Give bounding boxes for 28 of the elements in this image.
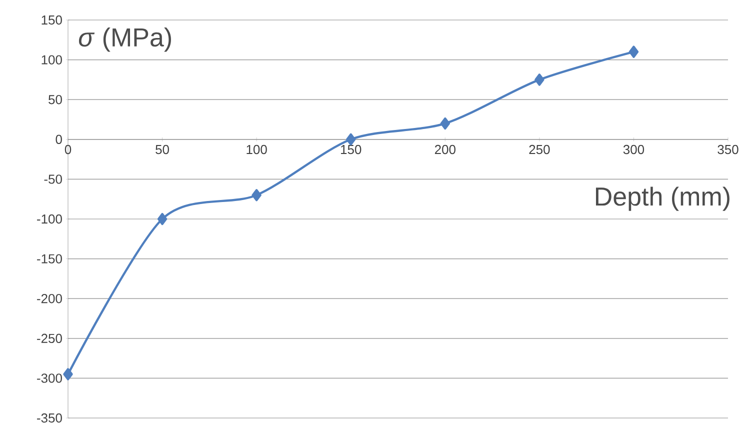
x-tick-label: 350 (718, 144, 738, 154)
point (628, 46, 639, 58)
x-tick-label: 300 (623, 144, 644, 154)
x-tick-label: 100 (246, 144, 267, 154)
y-tick-label: 50 (48, 94, 62, 104)
y-tick-label: -150 (37, 254, 62, 264)
x-tick-label: 0 (64, 144, 72, 154)
y-axis-title: σ (MPa) (78, 27, 171, 52)
y-tick-label: -250 (37, 334, 62, 343)
y-tick-label: 0 (56, 134, 62, 144)
x-tick-label: 150 (341, 144, 362, 154)
x-tick-label: 50 (156, 144, 170, 154)
x-tick-label: 200 (434, 144, 456, 154)
y-tick-label: -200 (37, 294, 62, 304)
point (534, 74, 544, 86)
y-tick-label: -350 (37, 413, 62, 423)
x-tick-label: 250 (529, 144, 550, 154)
point (157, 212, 168, 226)
point (63, 368, 73, 380)
point (440, 117, 450, 130)
x-axis-title: Depth (mm) (596, 186, 730, 211)
y-tick-label: -300 (37, 374, 62, 383)
point (252, 189, 262, 202)
point (346, 133, 356, 146)
y-tick-label: -100 (37, 214, 62, 224)
y-tick-label: 100 (42, 55, 62, 64)
y-tick-label: 150 (42, 15, 62, 25)
y-tick-label: -50 (44, 174, 62, 184)
